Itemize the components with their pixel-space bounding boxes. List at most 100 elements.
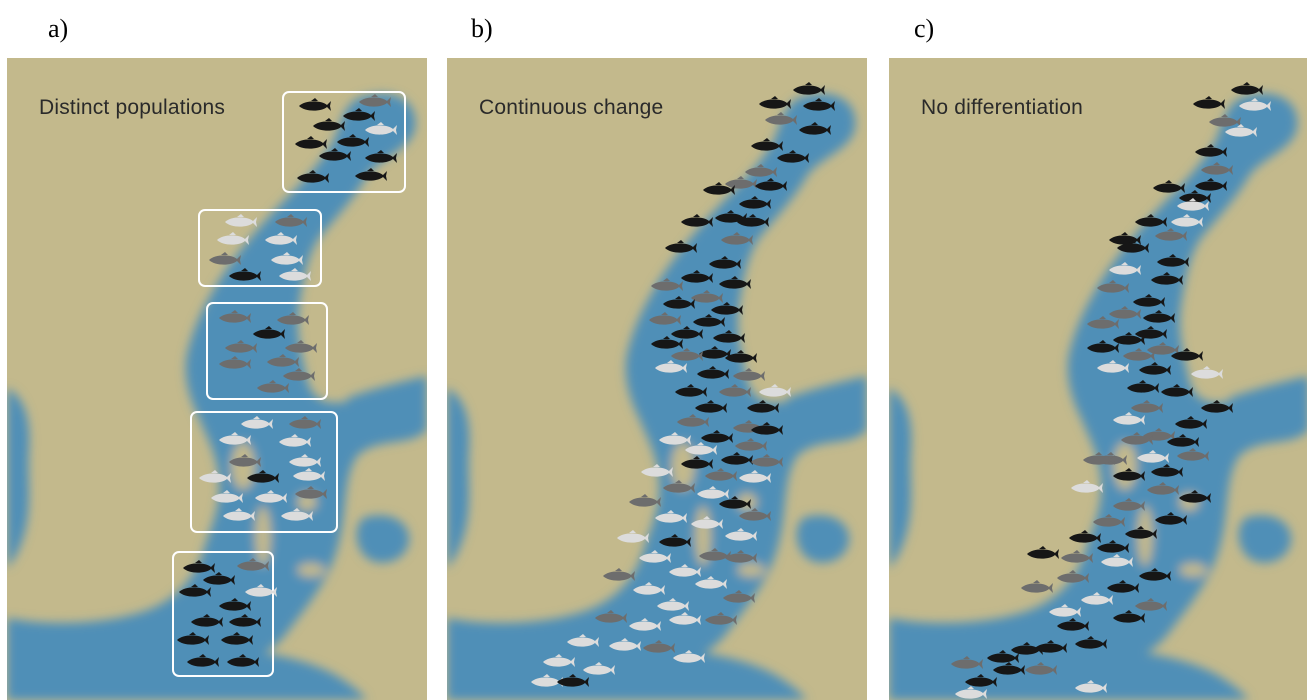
fish-icon: [1131, 400, 1163, 413]
fish-icon: [759, 96, 791, 109]
fish-icon: [211, 490, 243, 503]
fish-icon: [793, 82, 825, 95]
fish-icon: [1107, 580, 1139, 593]
fish-icon: [1035, 640, 1067, 653]
fish-icon: [1151, 464, 1183, 477]
fish-icon: [279, 268, 311, 281]
fish-icon: [803, 98, 835, 111]
fish-icon: [1153, 180, 1185, 193]
fish-icon: [1135, 214, 1167, 227]
fish-icon: [1087, 316, 1119, 329]
sea-region: [889, 93, 1307, 700]
fish-icon: [203, 572, 235, 585]
sea-area: [447, 93, 867, 700]
fish-icon: [671, 348, 703, 361]
sea-region: [1229, 376, 1307, 430]
population-box: [198, 209, 322, 287]
fish-icon: [1167, 434, 1199, 447]
fish-icon: [245, 584, 277, 597]
fish-icon: [295, 486, 327, 499]
fish-icon: [1195, 178, 1227, 191]
fish-icon: [659, 534, 691, 547]
fish-icon: [1057, 570, 1089, 583]
fish-icon: [669, 564, 701, 577]
fish-icon: [987, 650, 1019, 663]
fish-icon: [675, 384, 707, 397]
fish-icon: [1125, 526, 1157, 539]
fish-icon: [719, 496, 751, 509]
fish-icon: [225, 340, 257, 353]
fish-icon: [365, 150, 397, 163]
fish-icon: [1061, 550, 1093, 563]
fish-icon: [557, 674, 589, 687]
fish-icon: [1117, 240, 1149, 253]
fish-icon: [355, 168, 387, 181]
fish-icon: [271, 252, 303, 265]
fish-icon: [649, 312, 681, 325]
fish-icon: [697, 366, 729, 379]
panel-a-title: Distinct populations: [39, 96, 226, 119]
fish-icon: [725, 528, 757, 541]
sea-region: [889, 388, 912, 568]
fish-icon: [665, 240, 697, 253]
fish-icon: [691, 516, 723, 529]
fish-icon: [759, 384, 791, 397]
fish-icon: [583, 662, 615, 675]
sea-region: [7, 388, 30, 568]
fish-icon: [751, 454, 783, 467]
fish-icon: [663, 296, 695, 309]
fish-icon: [1049, 604, 1081, 617]
fish-icon: [281, 508, 313, 521]
fish-icon: [221, 632, 253, 645]
fish-icon: [739, 470, 771, 483]
fish-icon: [1069, 530, 1101, 543]
fish-icon: [641, 464, 673, 477]
fish-icon: [1135, 598, 1167, 611]
fish-icon: [777, 150, 809, 163]
fish-icon: [255, 490, 287, 503]
baltic-map-b: [447, 58, 867, 700]
fish-icon: [755, 178, 787, 191]
fish-icon: [725, 176, 757, 189]
sea-region: [347, 376, 427, 430]
fish-icon: [629, 494, 661, 507]
fish-icon: [751, 422, 783, 435]
map-panel-no-differentiation: No differentiation: [889, 58, 1307, 700]
fish-icon: [681, 456, 713, 469]
fish-icon: [713, 330, 745, 343]
fish-icon: [681, 270, 713, 283]
fish-icon: [265, 232, 297, 245]
fish-icon: [955, 686, 987, 699]
fish-icon: [1083, 452, 1115, 465]
fish-icon: [659, 432, 691, 445]
fish-icon: [695, 400, 727, 413]
fish-icon: [365, 122, 397, 135]
fish-icon: [751, 138, 783, 151]
population-box: [282, 91, 406, 193]
fish-icon: [289, 416, 321, 429]
fish-icon: [1231, 82, 1263, 95]
baltic-map-c: [889, 58, 1307, 700]
fish-icon: [219, 598, 251, 611]
fish-icon: [359, 94, 391, 107]
fish-icon: [1087, 340, 1119, 353]
fish-icon: [229, 614, 261, 627]
population-box: [190, 411, 338, 533]
fish-icon: [1137, 450, 1169, 463]
fish-icon: [1239, 98, 1271, 111]
map-panel-continuous-change: Continuous change: [447, 58, 867, 700]
fish-icon: [739, 196, 771, 209]
fish-icon: [733, 368, 765, 381]
fish-icon: [1139, 362, 1171, 375]
fish-icon: [705, 468, 737, 481]
fish-icon: [1113, 498, 1145, 511]
fish-icon: [1133, 294, 1165, 307]
fish-icon: [1101, 554, 1133, 567]
fish-icon: [1021, 580, 1053, 593]
fish-icon: [1109, 262, 1141, 275]
fish-icon: [1155, 512, 1187, 525]
fish-icon: [745, 164, 777, 177]
fish-icon: [1179, 190, 1211, 203]
fish-icon: [343, 108, 375, 121]
fish-icon: [695, 576, 727, 589]
